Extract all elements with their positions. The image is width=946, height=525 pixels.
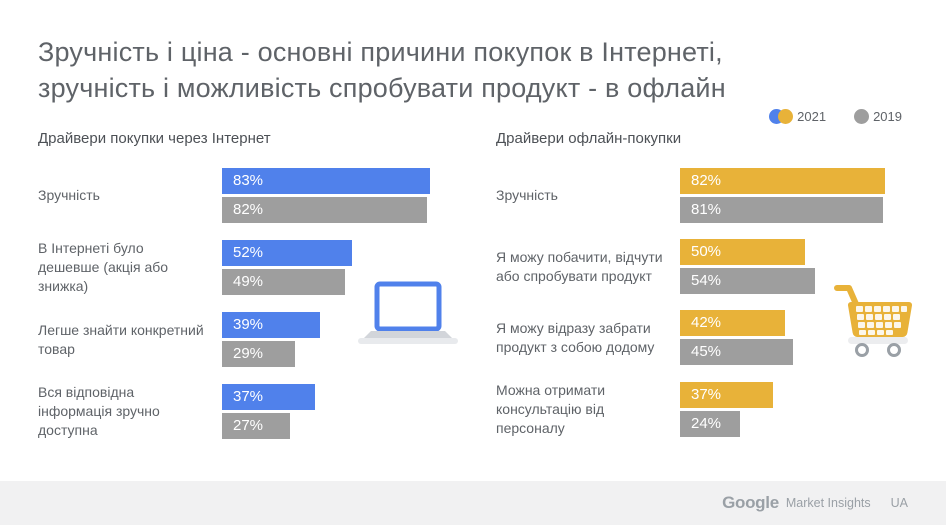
google-logo: Google [722, 493, 779, 512]
bar-2019: 29% [222, 341, 295, 367]
laptop-icon [356, 281, 460, 350]
bar-2019: 49% [222, 269, 345, 295]
page-title-line2: зручність і можливість спробувати продук… [38, 73, 726, 104]
chart-row: Вся відповідна інформація зручно доступн… [38, 383, 490, 440]
category-label: В Інтернеті було дешевше (акція або зниж… [38, 240, 169, 294]
bar-pair: 82% 81% [680, 168, 885, 223]
bar-2019: 54% [680, 268, 815, 294]
legend-label-2019: 2019 [873, 109, 902, 124]
bar-2019: 45% [680, 339, 793, 365]
bar-pair: 37% 24% [680, 382, 773, 437]
bar-2021: 37% [222, 384, 315, 410]
bar-2021: 50% [680, 239, 805, 265]
chart-offline-title: Драйвери офлайн-покупки [496, 130, 682, 147]
category-label: Легше знайти конкретний товар [38, 321, 204, 357]
footer-product-name: Market Insights [785, 496, 871, 510]
category-label: Я можу побачити, відчути або спробувати … [496, 248, 663, 284]
chart-row: Зручність 82% 81% [496, 168, 946, 223]
chart-row: Легше знайти конкретний товар 39% 29% [38, 312, 490, 367]
legend-dot-yellow-icon [778, 109, 794, 124]
chart-online-drivers: Драйвери покупки через Інтернет Зручніст… [38, 130, 490, 456]
chart-row: Зручність 83% 82% [38, 168, 490, 223]
chart-row: Я можу побачити, відчути або спробувати … [496, 239, 946, 294]
legend-item-2021: 2021 [769, 109, 826, 124]
bar-2021: 82% [680, 168, 885, 194]
footer-region-label: UA [890, 496, 908, 510]
category-label: Зручність [496, 187, 558, 203]
shopping-cart-icon [828, 280, 920, 363]
bar-2021: 39% [222, 312, 320, 338]
chart-offline-drivers: Драйвери офлайн-покупки Зручність 82% 81% Я… [496, 130, 946, 454]
chart-offline-body: Зручність 82% 81% Я можу побачити, відчути … [496, 168, 946, 438]
category-label: Я можу відразу забрати продукт з собою д… [496, 319, 655, 355]
category-label: Зручність [38, 187, 100, 203]
bar-2021: 42% [680, 310, 785, 336]
bar-2019: 27% [222, 413, 290, 439]
bar-2019: 81% [680, 197, 883, 223]
legend: 2021 2019 [769, 109, 902, 124]
bar-pair: 52% 49% [222, 240, 352, 295]
category-label: Вся відповідна інформація зручно доступн… [38, 384, 160, 438]
legend-dot-gray-icon [854, 109, 870, 124]
bar-2019: 82% [222, 197, 427, 223]
bar-2021: 37% [680, 382, 773, 408]
chart-row: В Інтернеті було дешевше (акція або зниж… [38, 239, 490, 296]
bar-pair: 83% 82% [222, 168, 430, 223]
bar-2021: 83% [222, 168, 430, 194]
page-title: Зручність і ціна - основні причини покуп… [38, 34, 918, 106]
bar-pair: 39% 29% [222, 312, 320, 367]
bar-2021: 52% [222, 240, 352, 266]
legend-label-2021: 2021 [797, 109, 827, 124]
legend-item-2019: 2019 [854, 109, 902, 124]
category-label: Можна отримати консультацію від персонал… [496, 382, 606, 436]
chart-row: Можна отримати консультацію від персонал… [496, 381, 946, 438]
chart-online-title: Драйвери покупки через Інтернет [38, 130, 271, 147]
chart-online-body: Зручність 83% 82% В Інтернеті було дешевше … [38, 168, 490, 440]
page-title-line1: Зручність і ціна - основні причини покуп… [38, 37, 723, 68]
footer-bar: Google Market Insights UA [0, 481, 946, 525]
bar-pair: 42% 45% [680, 310, 793, 365]
bar-pair: 50% 54% [680, 239, 815, 294]
bar-pair: 37% 27% [222, 384, 315, 439]
bar-2019: 24% [680, 411, 740, 437]
chart-row: Я можу відразу забрати продукт з собою д… [496, 310, 946, 365]
